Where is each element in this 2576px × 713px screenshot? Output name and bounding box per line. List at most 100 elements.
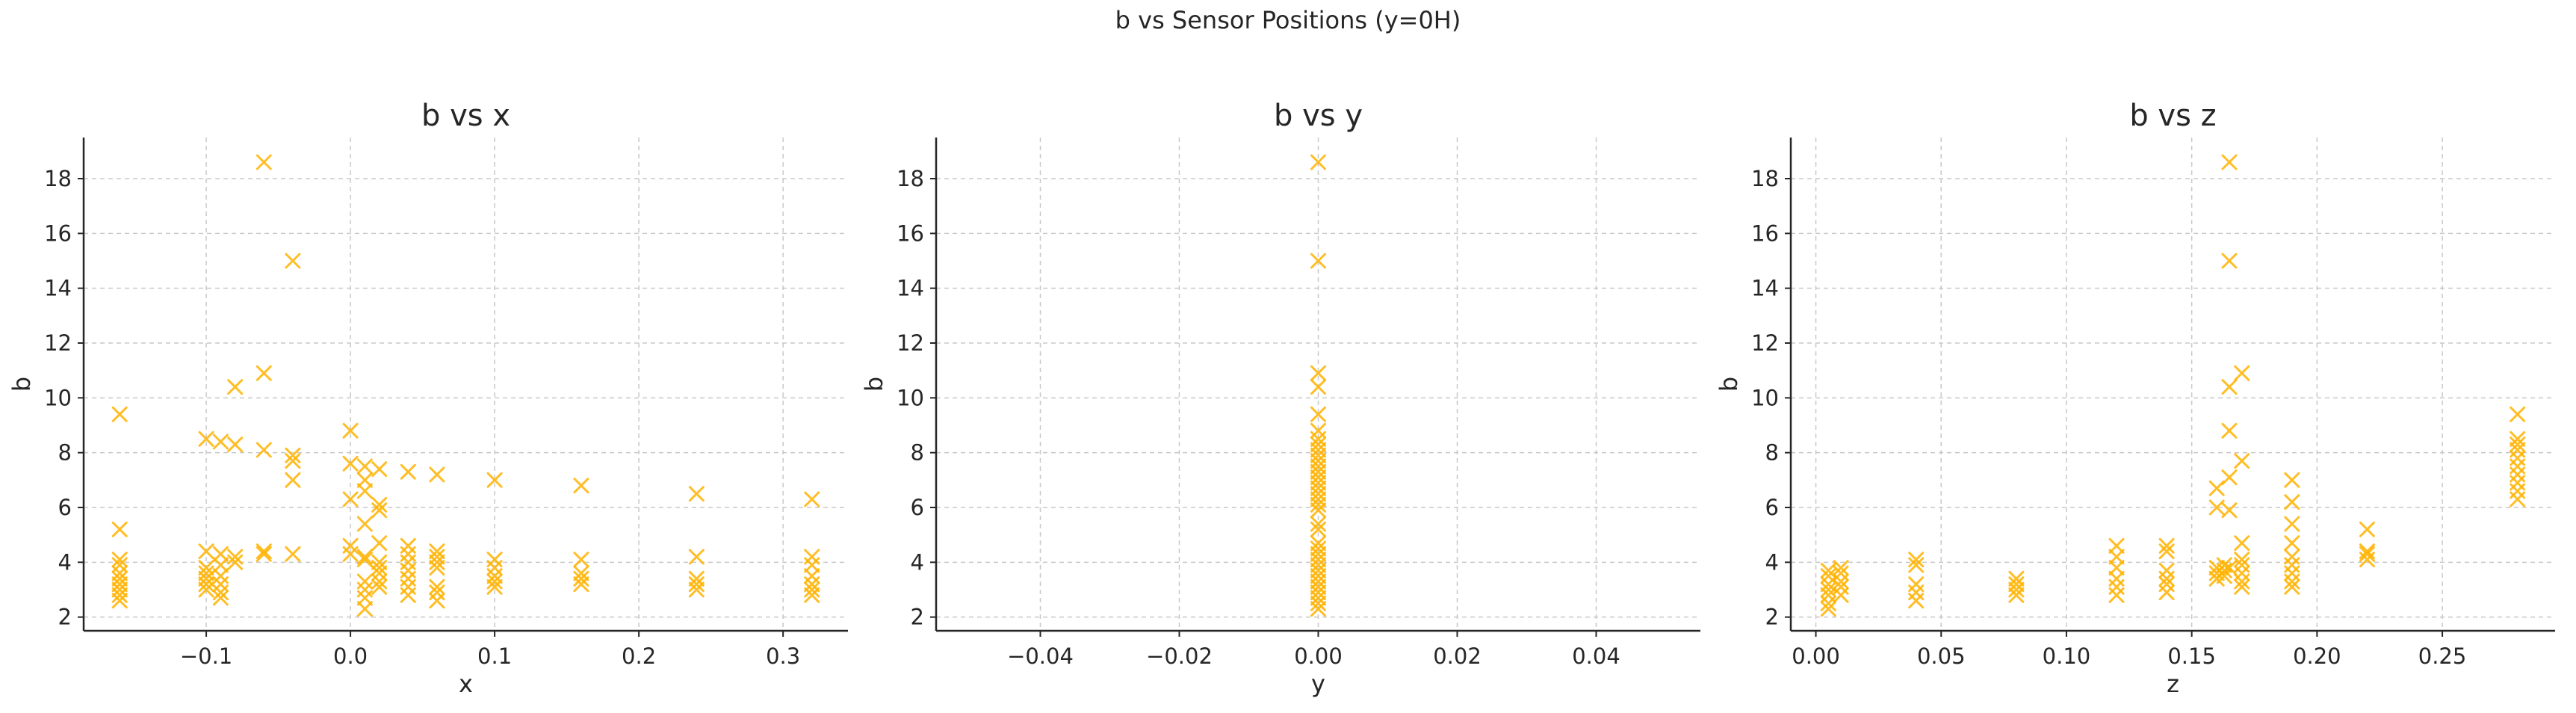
data-point-marker (256, 543, 272, 560)
data-point-marker (356, 516, 373, 532)
y-tick-label: 4 (58, 549, 72, 575)
data-point-marker (1310, 406, 1326, 422)
data-point-marker (111, 576, 128, 593)
data-point-marker (285, 253, 301, 269)
data-point-marker (2284, 535, 2300, 552)
x-tick-label: 0.04 (1572, 643, 1620, 669)
data-point-marker (1310, 463, 1326, 480)
data-point-marker (2359, 552, 2375, 568)
data-point-marker (688, 570, 705, 587)
data-point-marker (429, 466, 445, 483)
data-point-marker (1310, 535, 1326, 552)
data-point-marker (111, 521, 128, 537)
data-point-marker (2284, 578, 2300, 595)
x-tick-label: 0.25 (2418, 643, 2467, 669)
data-point-marker (1310, 458, 1326, 475)
data-point-marker (429, 549, 445, 565)
data-point-marker (198, 570, 214, 587)
y-tick-label: 2 (58, 605, 72, 630)
data-point-marker (486, 573, 503, 590)
data-point-marker (227, 554, 244, 570)
data-point-marker (2208, 480, 2225, 496)
x-tick-label: 0.20 (2293, 643, 2341, 669)
data-points (1310, 154, 1326, 617)
x-tick-label: 0.0 (333, 643, 368, 669)
data-point-marker (2008, 581, 2025, 598)
data-point-marker (198, 560, 214, 576)
data-point-marker (2008, 587, 2025, 603)
data-point-marker (111, 565, 128, 581)
data-point-marker (486, 472, 503, 488)
data-point-marker (400, 587, 416, 603)
data-point-marker (688, 549, 705, 565)
data-point-marker (1820, 601, 1836, 617)
data-point-marker (227, 549, 244, 565)
y-axis-label: b (860, 377, 888, 392)
data-point-marker (1310, 568, 1326, 584)
data-point-marker (2221, 502, 2238, 519)
data-point-marker (2359, 546, 2375, 562)
x-axis-label: z (2167, 670, 2179, 698)
data-point-marker (198, 565, 214, 581)
y-tick-label: 16 (1751, 220, 1779, 246)
data-point-marker (356, 549, 373, 565)
y-tick-label: 12 (897, 330, 924, 356)
y-axis-label: b (7, 377, 36, 392)
data-point-marker (198, 581, 214, 598)
grid (936, 138, 1700, 631)
x-tick-label: −0.1 (180, 643, 232, 669)
data-point-marker (2221, 560, 2238, 576)
data-point-marker (2510, 491, 2526, 507)
x-tick-label: 0.15 (2167, 643, 2216, 669)
y-tick-label: 12 (44, 330, 72, 356)
data-point-marker (804, 576, 820, 593)
data-point-marker (2284, 573, 2300, 590)
data-point-marker (804, 491, 820, 507)
data-point-marker (2158, 537, 2175, 554)
data-point-marker (198, 576, 214, 593)
y-tick-label: 6 (1765, 495, 1779, 520)
data-point-marker (1820, 562, 1836, 578)
x-tick-label: 0.00 (1294, 643, 1343, 669)
data-point-marker (371, 461, 388, 478)
data-point-marker (688, 581, 705, 598)
data-point-marker (573, 478, 589, 494)
data-point-marker (212, 557, 229, 573)
data-point-marker (1908, 593, 1925, 609)
y-tick-label: 10 (44, 385, 72, 410)
data-point-marker (1820, 576, 1836, 593)
data-point-marker (356, 458, 373, 475)
data-point-marker (198, 430, 214, 447)
data-point-marker (2108, 537, 2125, 554)
data-point-marker (342, 455, 359, 472)
data-point-marker (1310, 480, 1326, 496)
y-tick-label: 4 (911, 549, 924, 575)
data-point-marker (356, 601, 373, 617)
x-axis-label: y (1311, 670, 1325, 698)
data-point-marker (371, 502, 388, 519)
data-point-marker (573, 576, 589, 593)
data-point-marker (429, 593, 445, 609)
subplot-b-vs-y: −0.04 −0.02 0.00 0.02 0.04 2 4 6 8 10 12 14 16 18 b vs… (860, 99, 1700, 698)
y-tick-label: 8 (1765, 440, 1779, 466)
data-point-marker (429, 578, 445, 595)
subplot-title: b vs y (1274, 99, 1363, 133)
data-point-marker (2234, 453, 2250, 469)
data-point-marker (111, 552, 128, 568)
data-point-marker (1310, 546, 1326, 562)
data-point-marker (1310, 516, 1326, 532)
data-point-marker (2008, 570, 2025, 587)
y-tick-label: 14 (1751, 276, 1779, 301)
data-point-marker (2510, 436, 2526, 453)
data-point-marker (256, 365, 272, 381)
data-point-marker (1310, 447, 1326, 463)
x-tick-label: 0.3 (766, 643, 800, 669)
data-point-marker (688, 576, 705, 593)
x-tick-label: 0.2 (622, 643, 656, 669)
data-point-marker (256, 154, 272, 170)
data-point-marker (2108, 587, 2125, 603)
data-point-marker (227, 436, 244, 453)
data-point-marker (2108, 549, 2125, 565)
data-point-marker (1310, 540, 1326, 557)
y-tick-label: 6 (911, 495, 924, 520)
